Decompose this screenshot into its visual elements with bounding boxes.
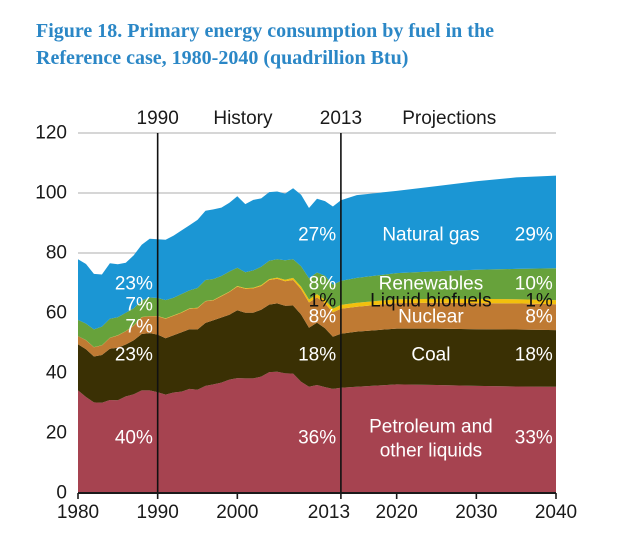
annotation-renewables: Renewables bbox=[379, 273, 484, 294]
figure-title: Figure 18. Primary energy consumption by… bbox=[36, 18, 596, 72]
x-tick-label-2040: 2040 bbox=[535, 502, 577, 523]
x-tick-label-2030: 2030 bbox=[455, 502, 497, 523]
annotation-23: 23% bbox=[115, 345, 153, 366]
era-label-projections: Projections bbox=[402, 108, 496, 129]
y-tick-label-100: 100 bbox=[35, 183, 67, 204]
area-petroleum-and-other-liquids bbox=[78, 371, 556, 493]
annotation-18: 18% bbox=[515, 345, 553, 366]
x-tick-label-2013: 2013 bbox=[308, 502, 350, 523]
era-label-2013: 2013 bbox=[320, 108, 362, 129]
y-tick-label-20: 20 bbox=[46, 423, 67, 444]
area-natural-gas bbox=[78, 175, 556, 330]
figure-title-line-1: Figure 18. Primary energy consumption by… bbox=[36, 20, 494, 42]
annotation-18: 18% bbox=[298, 345, 336, 366]
annotation-33: 33% bbox=[515, 428, 553, 449]
annotation-8: 8% bbox=[309, 273, 337, 294]
annotation-natural-gas: Natural gas bbox=[382, 225, 479, 246]
era-lines-group bbox=[156, 133, 342, 493]
annotation-1: 1% bbox=[525, 291, 553, 312]
annotation-36: 36% bbox=[298, 428, 336, 449]
x-tick-label-1990: 1990 bbox=[137, 502, 179, 523]
axes-group bbox=[77, 492, 557, 499]
annotation-7: 7% bbox=[125, 317, 153, 338]
area-renewables bbox=[78, 259, 556, 348]
y-tick-label-60: 60 bbox=[46, 303, 67, 324]
annotation-29: 29% bbox=[515, 225, 553, 246]
x-tick-label-2020: 2020 bbox=[376, 502, 418, 523]
area-coal bbox=[78, 303, 556, 403]
figure-title-line-2: Reference case, 1980-2040 (quadrillion B… bbox=[36, 47, 409, 69]
annotation-40: 40% bbox=[115, 428, 153, 449]
y-tick-label-80: 80 bbox=[46, 243, 67, 264]
annotation-coal: Coal bbox=[411, 345, 450, 366]
annotation-1: 1% bbox=[309, 291, 337, 312]
x-tick-label-1980: 1980 bbox=[57, 502, 99, 523]
era-label-1990: 1990 bbox=[137, 108, 179, 129]
annotation-liquid-biofuels: Liquid biofuels bbox=[370, 291, 491, 312]
annotation-8: 8% bbox=[309, 306, 337, 327]
x-tick-label-2000: 2000 bbox=[216, 502, 258, 523]
annotation-petroleum-and: Petroleum and bbox=[369, 417, 493, 438]
annotation-8: 8% bbox=[525, 306, 553, 327]
y-tick-label-120: 120 bbox=[35, 123, 67, 144]
annotation-27: 27% bbox=[298, 225, 336, 246]
annotation-7: 7% bbox=[125, 294, 153, 315]
annotation-23: 23% bbox=[115, 273, 153, 294]
era-label-history: History bbox=[213, 108, 273, 129]
area-nuclear bbox=[78, 278, 556, 357]
annotation-other-liquids: other liquids bbox=[380, 441, 482, 462]
y-tick-label-0: 0 bbox=[56, 483, 67, 504]
stacked-areas-group bbox=[78, 175, 556, 493]
y-tick-label-40: 40 bbox=[46, 363, 67, 384]
annotation-10: 10% bbox=[515, 273, 553, 294]
annotation-nuclear: Nuclear bbox=[398, 306, 464, 327]
